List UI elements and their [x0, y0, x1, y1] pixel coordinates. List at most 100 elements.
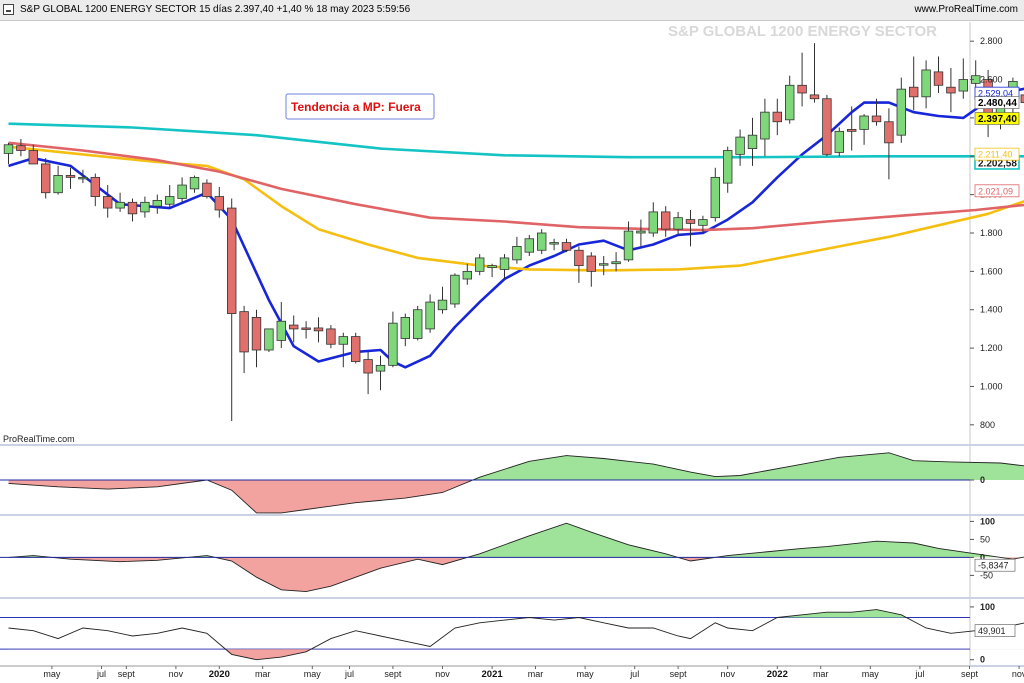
candle-body [53, 175, 63, 194]
trend-annotation-box [285, 93, 435, 120]
candle-body [648, 211, 659, 234]
candle-body [140, 201, 150, 213]
candle-body [288, 324, 299, 330]
candle [884, 108, 894, 180]
candle [648, 202, 659, 237]
candle-body [388, 322, 398, 366]
price-label-box [974, 96, 1020, 109]
x-tick-label: may [43, 669, 61, 679]
candle-body [661, 211, 671, 230]
candle-body [772, 111, 783, 123]
y-tick-label: 2.600 [980, 75, 1003, 85]
candle [3, 142, 14, 164]
candle-body [723, 150, 733, 184]
x-tick-label: nov [169, 669, 184, 679]
candle-body [921, 69, 931, 98]
candle-body [164, 196, 175, 205]
candle [226, 198, 237, 421]
candle [251, 309, 262, 368]
candle-body [326, 328, 336, 345]
candle-body [847, 129, 857, 132]
y-tick-label: 1.000 [980, 381, 1003, 391]
candle-body [338, 336, 349, 345]
candle [685, 209, 696, 247]
candle-body [1020, 94, 1024, 103]
candle-body [958, 79, 969, 92]
y-tick-label: 1.400 [980, 305, 1003, 315]
y-tick-label: 50 [980, 534, 990, 544]
candle-body [586, 255, 597, 272]
candle-body [710, 176, 721, 219]
x-tick-label: may [304, 669, 322, 679]
candle [847, 106, 857, 151]
x-tick-label: may [862, 669, 880, 679]
window-menu-icon[interactable] [3, 4, 14, 15]
ma-value-box-yellow [974, 147, 1020, 161]
candle [723, 146, 733, 193]
candle-body [251, 316, 262, 351]
indicator-value-box [974, 624, 1016, 637]
candle-body [226, 207, 237, 314]
candle [16, 139, 26, 157]
candle [462, 263, 473, 285]
candle [313, 317, 324, 343]
candle [574, 246, 584, 283]
candle [78, 169, 88, 184]
candle-body [549, 242, 559, 245]
candle [115, 192, 125, 212]
candle-body [785, 84, 795, 121]
candle-body [623, 230, 634, 261]
candle [537, 229, 547, 255]
candle [388, 311, 398, 368]
candle [871, 98, 882, 126]
y-tick-label: 0 [980, 475, 985, 485]
candle-body [537, 232, 547, 251]
trend-annotation: Tendencia a MP: Fuera [291, 100, 421, 114]
chart-header-bar: S&P GLOBAL 1200 ENERGY SECTOR 15 días 2.… [0, 0, 1024, 21]
candle [499, 254, 510, 280]
site-label: www.ProRealTime.com [914, 4, 1018, 15]
candle [425, 294, 435, 333]
candle-body [884, 121, 894, 144]
candle [909, 56, 919, 111]
price-label-box [974, 112, 1020, 125]
candle-body [561, 242, 572, 251]
candle-body [437, 299, 448, 311]
oscillator-overbought-area [777, 609, 907, 618]
candle [202, 179, 212, 199]
chart-watermark: S&P GLOBAL 1200 ENERGY SECTOR [668, 23, 937, 40]
candle-body [871, 115, 882, 123]
candle-body [450, 274, 460, 305]
candle-body [859, 115, 869, 130]
candle-body [264, 328, 274, 351]
candle [921, 60, 931, 109]
candle-body [214, 196, 225, 211]
price-label: 2.480,44 [978, 98, 1017, 109]
momentum-line [8, 522, 1024, 593]
candle [623, 221, 634, 262]
candle-body [896, 88, 907, 136]
candle-body [152, 199, 163, 207]
candle [933, 56, 944, 93]
candle [326, 325, 336, 349]
candle [276, 302, 287, 349]
candle-body [946, 86, 956, 94]
x-tick-label: nov [1012, 669, 1024, 679]
candle-body [301, 327, 311, 330]
y-tick-label: 1.200 [980, 343, 1003, 353]
ma-line-blue [8, 87, 1024, 369]
x-tick-label: nov [720, 669, 735, 679]
price-label: 2.397,40 [978, 114, 1017, 125]
candle [1020, 94, 1024, 103]
indicator-value-box [974, 558, 1016, 572]
candle [611, 252, 621, 272]
candle [350, 332, 361, 364]
histogram-line [8, 452, 1024, 514]
candle [710, 167, 721, 222]
candle-body [3, 144, 14, 154]
candle-body [363, 359, 373, 374]
candle [28, 144, 39, 165]
x-tick-label: sept [670, 669, 688, 679]
candle-body [239, 311, 249, 353]
